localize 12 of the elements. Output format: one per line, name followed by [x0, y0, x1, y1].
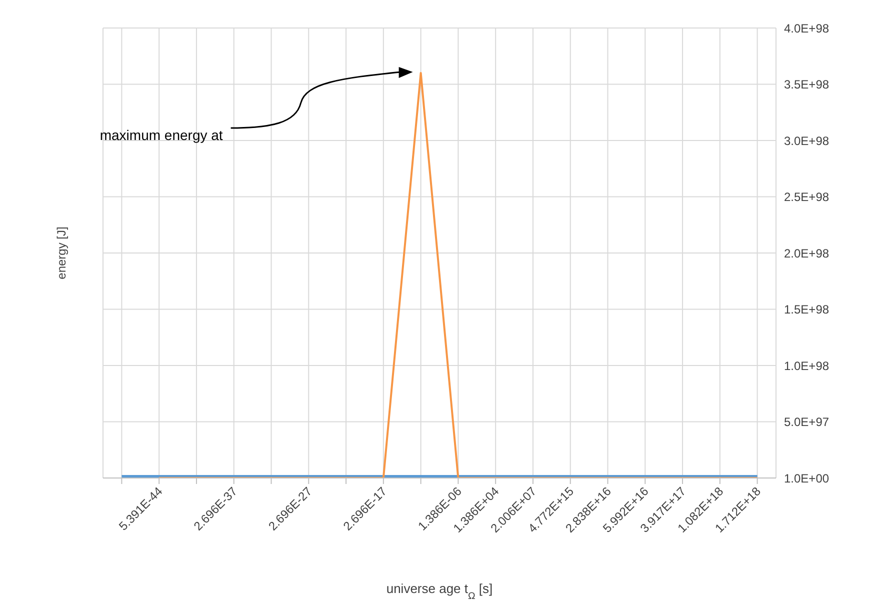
y-tick-label: 2.0E+98: [784, 246, 830, 260]
y-tick-label: 1.5E+98: [784, 302, 830, 317]
y-tick-label: 1.0E+98: [784, 358, 830, 373]
y-tick-label: 4.0E+98: [784, 21, 830, 36]
y-axis-title: energy [J]: [54, 226, 68, 280]
y-tick-label: 3.5E+98: [784, 78, 830, 92]
annotation: maximum energy at: [100, 127, 223, 143]
y-tick-label: 2.5E+98: [784, 190, 830, 204]
x-axis-title: universe age t$_{Ω}$ [s]: [386, 581, 493, 602]
y-tick-label: 5.0E+97: [784, 415, 830, 430]
y-tick-label: 1.0E+00: [784, 471, 830, 486]
y-tick-label: 3.0E+98: [784, 134, 830, 148]
